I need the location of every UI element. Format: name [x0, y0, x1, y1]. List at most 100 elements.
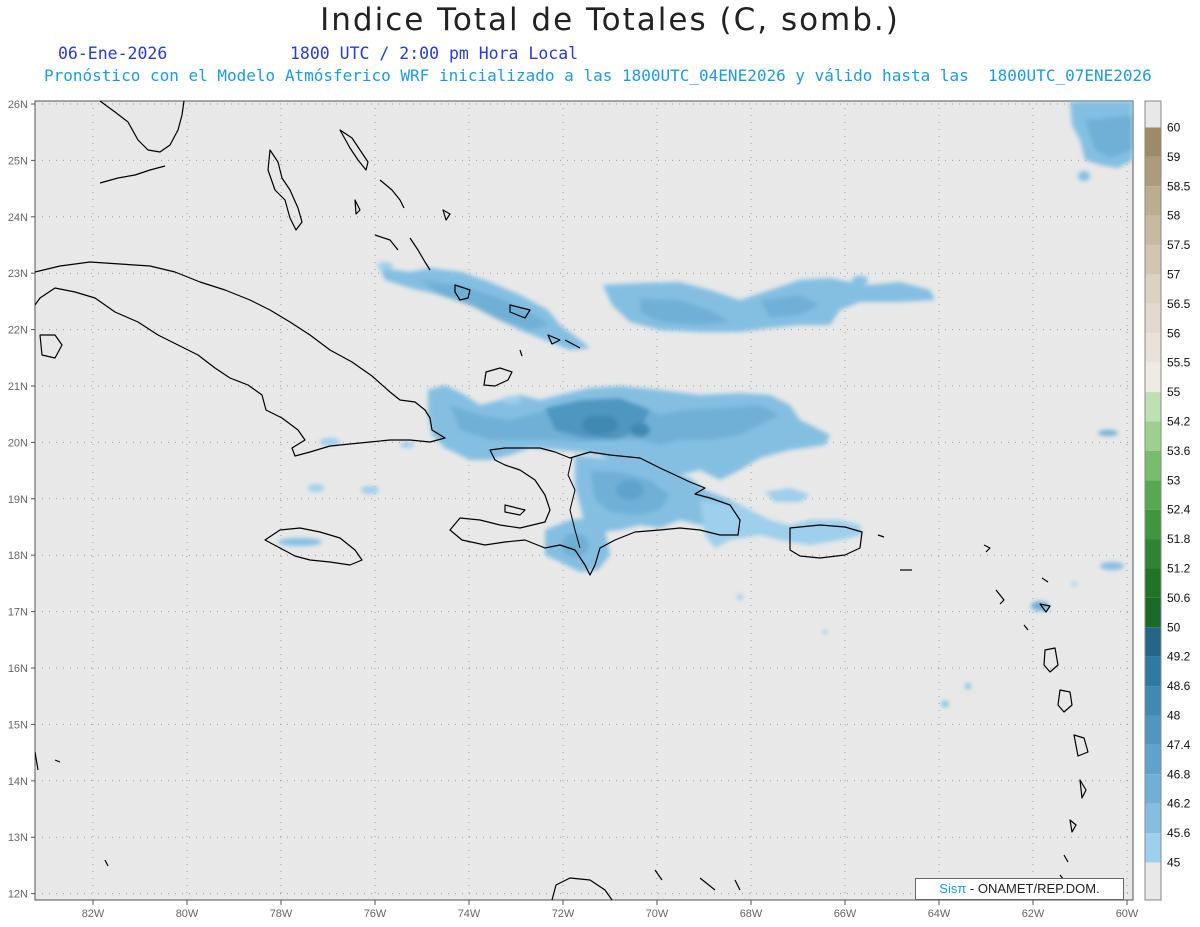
credit-text: - ONAMET/REP.DOM.	[966, 881, 1100, 896]
lat-label: 16N	[8, 663, 28, 675]
shade-blob	[1098, 430, 1118, 436]
coast-islands	[734, 879, 741, 891]
colorbar-label: 58	[1167, 209, 1181, 223]
colorbar-label: 50.6	[1167, 591, 1191, 605]
coast-bahamas	[454, 284, 471, 301]
brand-logo: Sisπ	[939, 881, 967, 896]
lat-label: 21N	[8, 381, 28, 393]
shade-blob	[941, 701, 949, 707]
colorbar-swatch	[1145, 568, 1161, 598]
coast-islands	[1039, 603, 1051, 613]
coast-bahamas	[374, 234, 399, 251]
colorbar-label: 45	[1167, 855, 1181, 869]
colorbar-swatch	[1145, 509, 1161, 540]
coast-hispaniola-border	[567, 457, 581, 549]
shade-blob	[377, 262, 393, 270]
colorbar-swatch	[1145, 392, 1161, 422]
lon-label: 60W	[1116, 908, 1139, 920]
lon-label: 76W	[364, 908, 387, 920]
model-info: Pronóstico con el Modelo Atmósferico WRF…	[44, 66, 1152, 85]
lon-label: 64W	[928, 908, 951, 920]
shade-blob	[616, 480, 644, 500]
colorbar-swatch	[1145, 245, 1161, 275]
colorbar-swatch	[1145, 715, 1161, 745]
coast-bahamas	[483, 367, 513, 387]
coast-hispaniola	[449, 447, 741, 576]
coast-islands	[995, 589, 1005, 605]
coast-islands	[1023, 624, 1029, 631]
coast-central-america	[35, 751, 39, 771]
lon-label: 68W	[740, 908, 763, 920]
colorbar-label: 52.4	[1167, 503, 1191, 517]
shade-blob	[561, 533, 589, 557]
coast-bahamas	[354, 199, 361, 215]
forecast-date: 06-Ene-2026	[58, 44, 168, 63]
shade-region-east	[765, 488, 810, 502]
colorbar-label: 51.2	[1167, 561, 1191, 575]
coast-gonave	[504, 504, 526, 516]
shade-region-bahamas-core	[420, 280, 550, 330]
colorbar-label: 51.8	[1167, 532, 1191, 546]
shade-blob	[737, 594, 743, 600]
colorbar-swatch	[1145, 333, 1161, 363]
colorbar-label: 60	[1167, 120, 1181, 134]
shade-blob	[361, 486, 379, 494]
lat-label: 13N	[8, 832, 28, 844]
colorbar-swatch	[1145, 303, 1161, 334]
colorbar-label: 59	[1167, 150, 1181, 164]
latitude-labels: 26N 25N 24N 23N 22N 21N 20N 19N 18N 17N 16N 15N 14N 1…	[8, 99, 35, 901]
shade-region-north-band-core	[760, 295, 820, 318]
colorbar-swatch	[1145, 215, 1161, 246]
colorbar-label: 46.2	[1167, 797, 1191, 811]
colorbar-label: 57	[1167, 267, 1181, 281]
lon-label: 70W	[646, 908, 669, 920]
colorbar-label: 45.6	[1167, 826, 1191, 840]
lat-label: 14N	[8, 776, 28, 788]
shade-blob	[278, 538, 322, 546]
colorbar-label: 57.5	[1167, 238, 1191, 252]
coast-bahamas	[564, 339, 581, 349]
colorbar-swatch	[1145, 597, 1161, 628]
colorbar-label: 53	[1167, 473, 1181, 487]
shade-blob	[1100, 562, 1124, 570]
colorbar-label: 49.2	[1167, 650, 1191, 664]
colorbar-swatch	[1145, 539, 1161, 569]
coast-south-america	[551, 877, 613, 900]
colorbar-swatch	[1145, 833, 1161, 863]
colorbar-label: 53.6	[1167, 444, 1191, 458]
coast-cuba	[35, 261, 446, 457]
lat-label: 26N	[8, 99, 28, 111]
colorbar-swatch	[1145, 156, 1161, 187]
coast-bahamas	[509, 304, 531, 319]
coast-bahamas	[379, 179, 405, 209]
colorbar-swatch	[1145, 101, 1161, 128]
coast-bahamas	[442, 209, 451, 221]
coast-islands	[1063, 854, 1069, 863]
colorbar-label: 56.5	[1167, 297, 1191, 311]
coast-bahamas	[267, 149, 303, 231]
colorbar-swatch	[1145, 744, 1161, 775]
shade-blob	[1071, 582, 1077, 586]
lat-label: 24N	[8, 212, 28, 224]
colorbar-frame	[1144, 100, 1162, 901]
lat-label: 25N	[8, 155, 28, 167]
shade-blob	[630, 423, 650, 437]
shade-blob	[1078, 171, 1090, 181]
colorbar-label: 55.5	[1167, 356, 1191, 370]
forecast-time: 1800 UTC / 2:00 pm Hora Local	[290, 44, 579, 63]
coast-puerto-rico	[789, 524, 863, 559]
shade-blob	[320, 438, 340, 446]
colorbar-swatch	[1145, 686, 1161, 716]
shade-blob	[308, 484, 324, 492]
colorbar-swatch	[1145, 862, 1161, 900]
coastlines	[35, 101, 1089, 900]
shade-region-ne-core	[1085, 115, 1133, 158]
shade-blob	[852, 276, 868, 284]
colorbar-label: 55	[1167, 385, 1181, 399]
longitude-labels: 82W 80W 78W 76W 74W 72W 70W 68W 66W 64W 62W 60W	[82, 900, 1139, 920]
coast-islands	[1073, 734, 1089, 757]
coast-florida-keys	[99, 165, 166, 184]
lon-label: 74W	[458, 908, 481, 920]
total-totals-shading	[278, 101, 1133, 707]
colorbar-label: 50	[1167, 620, 1181, 634]
